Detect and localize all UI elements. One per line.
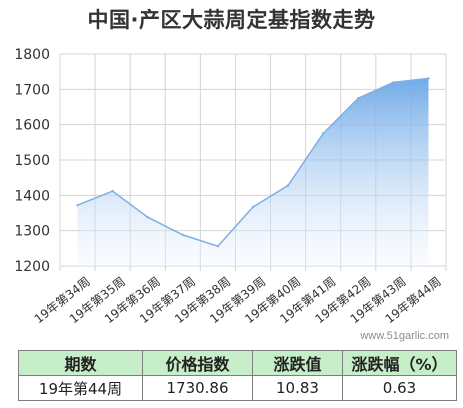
y-tick-label: 1800 — [14, 47, 50, 63]
data-point — [76, 204, 79, 207]
cell-period: 19年第44周 — [18, 375, 143, 401]
y-tick-label: 1400 — [14, 188, 50, 204]
y-tick-label: 1300 — [14, 224, 50, 240]
area-fill — [77, 78, 429, 267]
header-price-index: 价格指数 — [142, 350, 253, 376]
data-point — [251, 205, 255, 209]
watermark: www.51garlic.com — [360, 330, 449, 342]
data-points — [76, 77, 430, 248]
data-point — [321, 132, 325, 135]
cell-price-index: 1730.86 — [142, 375, 253, 401]
y-tick-label: 1600 — [14, 118, 50, 134]
data-point — [146, 216, 149, 219]
x-axis-labels: 19年第34周19年第35周19年第36周19年第37周19年第38周19年第3… — [32, 274, 444, 326]
header-period: 期数 — [18, 350, 143, 376]
y-tick-label: 1700 — [14, 82, 50, 98]
data-point — [392, 81, 395, 84]
y-tick-label: 1500 — [14, 153, 50, 169]
data-point — [286, 184, 290, 187]
data-point — [181, 233, 185, 237]
data-point — [111, 189, 114, 193]
table-row: 19年第44周 1730.86 10.83 0.63 — [18, 375, 457, 401]
data-point — [357, 96, 360, 100]
cell-change-value: 10.83 — [252, 375, 343, 401]
summary-table: 期数 价格指数 涨跌值 涨跌幅（%） 19年第44周 1730.86 10.83… — [18, 350, 457, 401]
chart-title: 中国·产区大蒜周定基指数走势 — [87, 8, 376, 32]
header-change-value: 涨跌值 — [252, 350, 343, 376]
y-axis-labels: 1200 1300 1400 1500 1600 1700 1800 — [14, 47, 50, 275]
data-point — [427, 77, 430, 80]
header-change-pct: 涨跌幅（%） — [342, 350, 457, 376]
data-point — [216, 245, 220, 248]
table-header-row: 期数 价格指数 涨跌值 涨跌幅（%） — [18, 350, 457, 376]
y-tick-label: 1200 — [14, 259, 50, 275]
cell-change-pct: 0.63 — [342, 375, 457, 401]
area-chart: 1200 1300 1400 1500 1600 1700 1800 19年第34周19年第… — [14, 47, 447, 326]
